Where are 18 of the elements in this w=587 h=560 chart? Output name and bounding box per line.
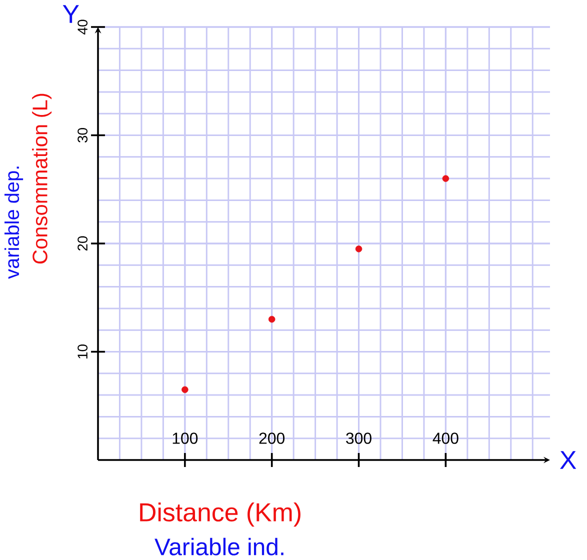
- y-tick-label: 10: [78, 344, 88, 358]
- point: [268, 316, 276, 323]
- point: [355, 246, 362, 252]
- x-tick-label: 300: [346, 432, 372, 444]
- x-axis-title: Distance (Km): [140, 502, 300, 527]
- y-tick-label: 30: [78, 128, 88, 142]
- x-tick-label: 400: [432, 432, 458, 444]
- point: [442, 175, 450, 182]
- point: [182, 386, 188, 394]
- x-tick-label: 100: [172, 432, 198, 444]
- y-tick-label: 20: [78, 236, 88, 251]
- text: Y: [62, 5, 79, 23]
- text: Variable ind.: [154, 538, 284, 556]
- text: variable dep.: [4, 166, 24, 279]
- text: X: [560, 451, 576, 469]
- y-axis-title: Consommation (L): [32, 94, 52, 264]
- x-tick-label: 200: [259, 432, 285, 444]
- y-tick-label: 40: [78, 20, 88, 34]
